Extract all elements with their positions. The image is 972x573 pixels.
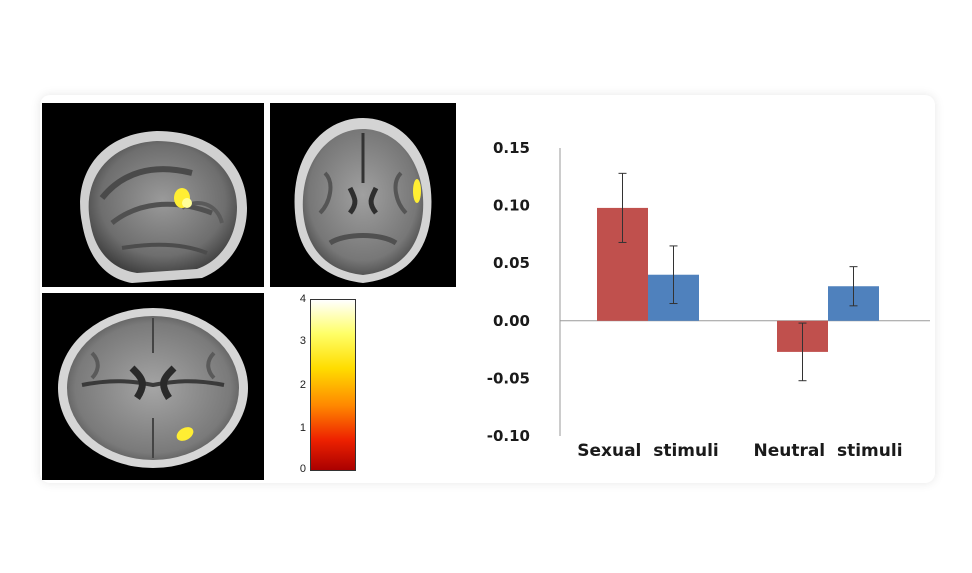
brain-sagittal-slice	[42, 103, 264, 287]
activation-blob-axial	[176, 427, 194, 441]
category-label: Neutral stimuli	[753, 441, 902, 461]
y-tick-label: -0.10	[487, 427, 530, 445]
y-tick-label: 0.10	[493, 197, 530, 215]
brain-coronal-slice	[270, 103, 456, 287]
y-tick-label: 0.00	[493, 312, 530, 330]
brain-axial-slice	[42, 293, 264, 480]
category-label: Sexual stimuli	[577, 441, 719, 461]
y-tick-label: 0.15	[493, 139, 530, 157]
colorbar-tick: 4	[299, 293, 306, 305]
colorbar-tick: 2	[299, 379, 306, 391]
y-tick-label: 0.05	[493, 254, 530, 272]
colorbar-tick: 3	[299, 335, 306, 347]
colorbar-gradient	[310, 299, 356, 471]
activation-blob-coronal	[413, 179, 421, 203]
colorbar-tick: 1	[299, 422, 306, 434]
colorbar-tick: 0	[299, 463, 306, 475]
colorbar: 4 3 2 1 0	[290, 293, 370, 480]
y-tick-label: -0.05	[487, 369, 530, 387]
bar-chart: 0.15 0.10 0.05 0.00 -0.05 -0.10 Sexual stimuli…	[487, 139, 930, 461]
